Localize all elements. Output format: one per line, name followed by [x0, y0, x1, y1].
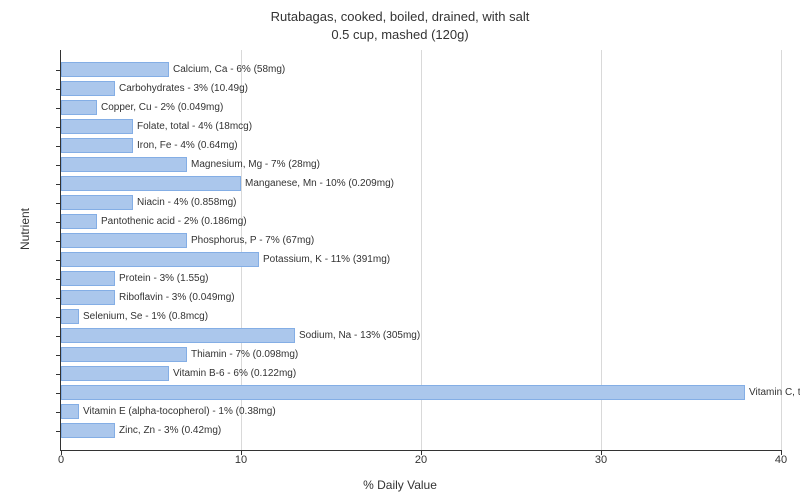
nutrient-bar-label: Sodium, Na - 13% (305mg) — [295, 328, 420, 343]
nutrient-bar — [61, 252, 259, 267]
nutrient-bar — [61, 195, 133, 210]
x-tick-label: 20 — [415, 454, 427, 466]
x-tick-label: 40 — [775, 454, 787, 466]
y-tick — [56, 298, 61, 299]
plot-area: 010203040Calcium, Ca - 6% (58mg)Carbohyd… — [60, 50, 781, 451]
title-line-2: 0.5 cup, mashed (120g) — [331, 27, 468, 42]
x-tick-label: 10 — [235, 454, 247, 466]
nutrient-bar — [61, 81, 115, 96]
nutrient-bar — [61, 119, 133, 134]
nutrient-bar — [61, 138, 133, 153]
nutrient-bar — [61, 328, 295, 343]
nutrient-bar-label: Potassium, K - 11% (391mg) — [259, 252, 390, 267]
nutrient-bar-label: Magnesium, Mg - 7% (28mg) — [187, 157, 320, 172]
nutrient-bar — [61, 347, 187, 362]
nutrient-chart: Rutabagas, cooked, boiled, drained, with… — [0, 0, 800, 500]
nutrient-bar-label: Pantothenic acid - 2% (0.186mg) — [97, 214, 247, 229]
nutrient-bar — [61, 176, 241, 191]
nutrient-bar-label: Copper, Cu - 2% (0.049mg) — [97, 100, 223, 115]
x-axis-label: % Daily Value — [363, 478, 437, 492]
nutrient-bar — [61, 214, 97, 229]
nutrient-bar-label: Protein - 3% (1.55g) — [115, 271, 209, 286]
title-line-1: Rutabagas, cooked, boiled, drained, with… — [271, 9, 530, 24]
y-tick — [56, 222, 61, 223]
chart-title: Rutabagas, cooked, boiled, drained, with… — [0, 0, 800, 44]
y-tick — [56, 203, 61, 204]
nutrient-bar-label: Manganese, Mn - 10% (0.209mg) — [241, 176, 394, 191]
y-tick — [56, 70, 61, 71]
y-axis-label: Nutrient — [18, 208, 32, 250]
y-tick — [56, 431, 61, 432]
nutrient-bar-label: Riboflavin - 3% (0.049mg) — [115, 290, 235, 305]
nutrient-bar — [61, 271, 115, 286]
nutrient-bar — [61, 423, 115, 438]
nutrient-bar-label: Selenium, Se - 1% (0.8mcg) — [79, 309, 208, 324]
nutrient-bar-label: Vitamin C, total ascorbic acid - 38% (22… — [745, 385, 800, 400]
nutrient-bar-label: Thiamin - 7% (0.098mg) — [187, 347, 298, 362]
y-tick — [56, 355, 61, 356]
y-tick — [56, 89, 61, 90]
nutrient-bar-label: Niacin - 4% (0.858mg) — [133, 195, 236, 210]
nutrient-bar — [61, 100, 97, 115]
nutrient-bar — [61, 62, 169, 77]
nutrient-bar-label: Vitamin E (alpha-tocopherol) - 1% (0.38m… — [79, 404, 276, 419]
nutrient-bar — [61, 157, 187, 172]
nutrient-bar — [61, 385, 745, 400]
y-tick — [56, 279, 61, 280]
y-tick — [56, 412, 61, 413]
nutrient-bar — [61, 404, 79, 419]
y-tick — [56, 336, 61, 337]
nutrient-bar-label: Carbohydrates - 3% (10.49g) — [115, 81, 248, 96]
nutrient-bar — [61, 309, 79, 324]
y-tick — [56, 165, 61, 166]
nutrient-bar-label: Folate, total - 4% (18mcg) — [133, 119, 252, 134]
nutrient-bar — [61, 233, 187, 248]
nutrient-bar-label: Iron, Fe - 4% (0.64mg) — [133, 138, 238, 153]
y-tick — [56, 184, 61, 185]
y-tick — [56, 146, 61, 147]
nutrient-bar-label: Calcium, Ca - 6% (58mg) — [169, 62, 285, 77]
nutrient-bar — [61, 366, 169, 381]
x-tick-label: 30 — [595, 454, 607, 466]
y-tick — [56, 108, 61, 109]
y-tick — [56, 241, 61, 242]
y-tick — [56, 127, 61, 128]
nutrient-bar-label: Vitamin B-6 - 6% (0.122mg) — [169, 366, 296, 381]
y-tick — [56, 393, 61, 394]
y-tick — [56, 260, 61, 261]
nutrient-bar-label: Zinc, Zn - 3% (0.42mg) — [115, 423, 221, 438]
y-tick — [56, 374, 61, 375]
y-tick — [56, 317, 61, 318]
nutrient-bar — [61, 290, 115, 305]
nutrient-bar-label: Phosphorus, P - 7% (67mg) — [187, 233, 314, 248]
x-tick-label: 0 — [58, 454, 64, 466]
